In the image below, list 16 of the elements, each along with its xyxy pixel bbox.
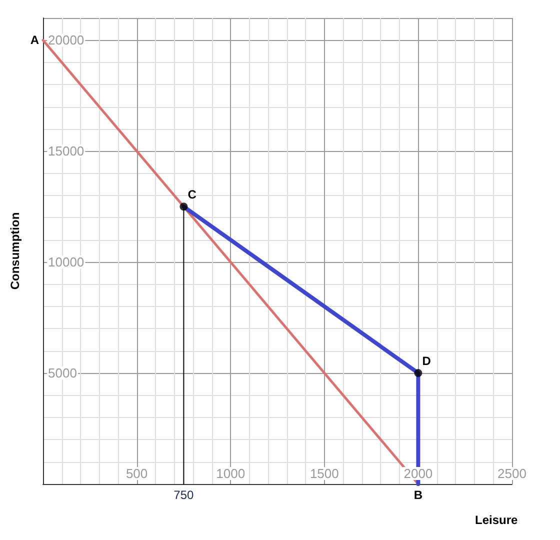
x-tick-label: 2500 [498, 466, 526, 481]
x-tick-label: 2000 [404, 466, 433, 481]
annotation: B [414, 488, 423, 502]
y-axis-title: Consumption [8, 212, 22, 290]
y-tick-label: 15000 [48, 144, 84, 159]
x-axis-title: Leisure [475, 513, 518, 527]
annotation: A [30, 33, 40, 48]
x-tick-label: 500 [126, 466, 148, 481]
annotation: C [188, 188, 197, 202]
x-tick-label: 1500 [310, 466, 339, 481]
y-tick-label: 10000 [48, 254, 84, 270]
x-tick-label: 1000 [216, 466, 246, 481]
annotation: 750 [174, 488, 194, 502]
y-tick-label: 20000 [48, 32, 84, 48]
annotation: D [422, 354, 432, 368]
y-tick-label: 5000 [48, 366, 77, 381]
